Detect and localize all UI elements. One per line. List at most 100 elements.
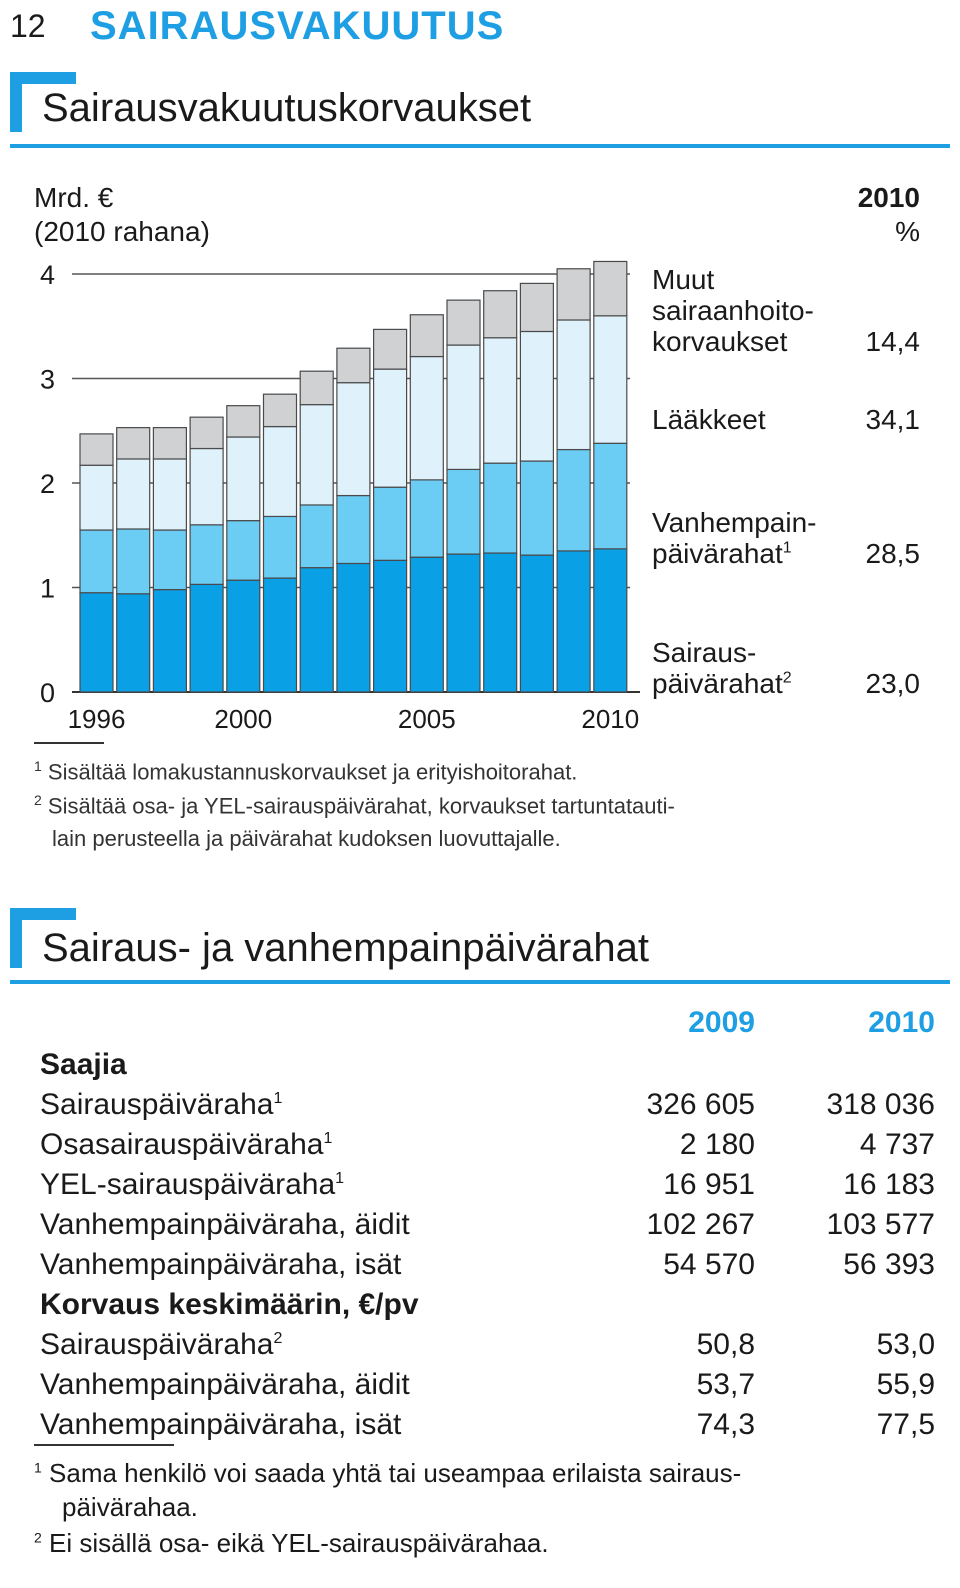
- section1-mark: [10, 72, 76, 132]
- bar-segment-2005-4: [409, 314, 444, 358]
- section2-mark: [10, 908, 76, 968]
- bar-segment-2007-3: [483, 337, 518, 464]
- bar-segment-1997-3: [116, 458, 151, 530]
- bar-segment-2009-1: [556, 550, 591, 693]
- side-header-unit: %: [895, 216, 920, 247]
- bar-segment-2000-1: [226, 579, 261, 693]
- bar-segment-1998-3: [152, 458, 187, 531]
- bar-segment-2006-1: [446, 553, 481, 693]
- legend-muut-line3: korvaukset: [652, 326, 788, 357]
- value-2009: 53,7: [696, 1368, 755, 1401]
- chart-unit-line2: (2010 rahana): [34, 216, 210, 247]
- row-label: YEL-sairauspäiväraha1: [40, 1168, 345, 1201]
- value-2010: 77,5: [876, 1408, 935, 1441]
- legend-muut-line1: Muut: [652, 264, 715, 295]
- legend-vanhempain-line2: päivärahat1: [652, 538, 792, 569]
- side-header-year: 2010: [857, 182, 920, 213]
- table-row: Sairauspäiväraha1 326 605 318 036: [40, 1086, 935, 1126]
- bar-segment-1997-4: [116, 427, 151, 460]
- bar-segment-1997-2: [116, 528, 151, 595]
- bar-segment-1998-1: [152, 588, 187, 693]
- bar-segment-2007-2: [483, 462, 518, 554]
- bar-segment-2001-3: [262, 425, 298, 518]
- value-2009: 74,3: [696, 1408, 755, 1441]
- bar-segment-1999-1: [189, 583, 224, 693]
- x-tick-label: 1996: [68, 704, 126, 734]
- year-2009: 2009: [688, 1006, 755, 1039]
- legend-muut-value: 14,4: [865, 326, 921, 357]
- value-2009: 102 267: [646, 1208, 755, 1241]
- legend-vanhempain-value: 28,5: [865, 538, 921, 569]
- section1-title: Sairausvakuutuskorvaukset: [42, 86, 532, 130]
- chart-footnote-divider: [34, 742, 104, 744]
- bar-segment-2001-1: [262, 577, 298, 693]
- bar-segment-1999-2: [189, 524, 224, 585]
- y-tick-label: 1: [40, 574, 55, 604]
- table-footnote-divider: [34, 1444, 174, 1446]
- bar-segment-1999-4: [189, 416, 224, 450]
- legend-laakkeet-label: Lääkkeet: [652, 404, 766, 435]
- bar-segment-2010-3: [593, 315, 628, 444]
- row-label: Sairauspäiväraha2: [40, 1328, 283, 1361]
- page-number: 12: [10, 8, 46, 44]
- bar-segment-2001-2: [262, 515, 298, 579]
- bar-segment-2003-2: [336, 494, 371, 565]
- bar-segment-2005-3: [409, 355, 444, 481]
- legend-sairaus-line2: päivärahat2: [652, 668, 792, 699]
- bar-segment-1996-2: [79, 529, 114, 594]
- bar-segment-2000-4: [226, 405, 261, 438]
- legend-muut-line2: sairaanhoito-: [652, 295, 814, 326]
- x-tick-label: 2010: [581, 704, 639, 734]
- benefits-table: 2009 2010 Saajia Sairauspäiväraha1 326 60…: [40, 1004, 935, 1446]
- bar-segment-2000-2: [226, 520, 261, 581]
- bar-segment-2010-4: [593, 260, 628, 317]
- row-label: Vanhempainpäiväraha, isät: [40, 1408, 402, 1441]
- row-label: Osasairauspäiväraha1: [40, 1128, 333, 1161]
- table-footnote-2: 2 Ei sisällä osa- eikä YEL-sairauspäivär…: [34, 1528, 549, 1558]
- group-saajia: Saajia: [40, 1048, 127, 1081]
- value-2010: 4 737: [859, 1128, 935, 1161]
- table-row: Vanhempainpäiväraha, isät 74,3 77,5: [40, 1406, 935, 1446]
- bar-segment-2002-2: [299, 504, 334, 569]
- bar-segment-2003-4: [336, 347, 371, 384]
- value-2010: 318 036: [826, 1088, 935, 1121]
- value-2009: 54 570: [663, 1248, 755, 1281]
- table-row: Vanhempainpäiväraha, äidit 102 267 103 577: [40, 1206, 935, 1246]
- value-2009: 16 951: [663, 1168, 755, 1201]
- legend-laakkeet-value: 34,1: [865, 404, 921, 435]
- bar-segment-2009-4: [556, 268, 591, 321]
- row-label: Vanhempainpäiväraha, äidit: [40, 1208, 410, 1241]
- bar-segment-2004-3: [373, 368, 408, 488]
- y-tick-label: 3: [40, 365, 55, 395]
- row-label: Vanhempainpäiväraha, äidit: [40, 1368, 410, 1401]
- legend-sairaus-value: 23,0: [865, 668, 921, 699]
- bar-segment-2003-1: [336, 562, 371, 693]
- table-row: YEL-sairauspäiväraha1 16 951 16 183: [40, 1166, 935, 1206]
- stacked-bar-chart: 0 1 2 3 4 1996 2000 2005 2010: [40, 260, 640, 734]
- bar-segment-2003-3: [336, 382, 371, 497]
- bar-segment-2007-4: [483, 290, 518, 339]
- table-year-header: 2009 2010: [40, 1004, 935, 1046]
- bar-segment-2001-4: [262, 393, 298, 428]
- table-footnote-1b: päivärahaa.: [62, 1492, 198, 1522]
- y-tick-label: 2: [40, 469, 55, 499]
- chart-unit-line1: Mrd. €: [34, 182, 114, 213]
- table-row: Vanhempainpäiväraha, äidit 53,7 55,9: [40, 1366, 935, 1406]
- table-row: Vanhempainpäiväraha, isät 54 570 56 393: [40, 1246, 935, 1286]
- value-2010: 53,0: [876, 1328, 935, 1361]
- bar-segment-2002-3: [299, 404, 334, 506]
- bar-segment-1996-3: [79, 464, 114, 531]
- legend-sairaus-line1: Sairaus-: [652, 637, 757, 668]
- bar-segment-2002-4: [299, 370, 334, 406]
- bar-segment-2009-2: [556, 448, 591, 552]
- row-label: Sairauspäiväraha1: [40, 1088, 283, 1121]
- table-row: Osasairauspäiväraha1 2 180 4 737: [40, 1126, 935, 1166]
- bar-segment-1998-2: [152, 529, 187, 591]
- y-tick-label: 0: [40, 678, 55, 708]
- bar-segment-2004-2: [373, 486, 408, 561]
- bar-segment-1997-1: [116, 593, 151, 693]
- bar-segment-2007-1: [483, 552, 518, 693]
- section1-rule: [10, 144, 950, 148]
- section2-header: Sairaus- ja vanhempainpäivärahat: [10, 908, 950, 988]
- value-2009: 2 180: [679, 1128, 755, 1161]
